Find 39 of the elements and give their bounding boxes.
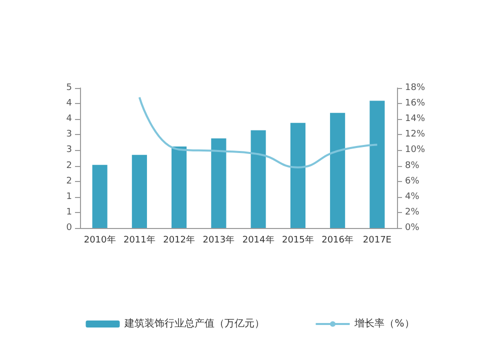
- x-tick-label: 2013年: [202, 234, 235, 246]
- y2-tick-label: 8%: [405, 160, 420, 171]
- x-tick-label: 2015年: [282, 234, 314, 246]
- x-tick-label: 2017E: [362, 236, 392, 246]
- y-tick-label: 2: [66, 160, 72, 171]
- y-tick-label: 3: [66, 145, 72, 156]
- y2-tick-label: 4%: [405, 192, 420, 202]
- y2-tick-label: 10%: [405, 145, 426, 156]
- y-tick-label: 3: [66, 130, 72, 140]
- x-tick-label: 2016年: [322, 234, 354, 246]
- bar: [290, 122, 306, 228]
- y2-tick-label: 0%: [405, 223, 420, 233]
- y-tick-label: 1: [66, 207, 72, 218]
- y2-tick-label: 18%: [405, 83, 426, 93]
- line-series: [138, 96, 378, 168]
- y2-tick-label: 12%: [405, 130, 426, 140]
- bar: [172, 146, 187, 228]
- y-tick-label: 5: [66, 83, 72, 93]
- y2-tick-label: 14%: [405, 114, 426, 124]
- y2-tick-label: 16%: [405, 98, 426, 109]
- bar: [211, 138, 226, 228]
- bar: [250, 130, 266, 228]
- bar: [370, 100, 385, 228]
- bar: [132, 154, 147, 228]
- x-tick-label: 2014年: [242, 234, 274, 246]
- bar: [92, 164, 108, 228]
- y2-tick-label: 6%: [405, 176, 420, 186]
- y-tick-label: 0: [66, 223, 72, 233]
- x-tick-label: 2010年: [84, 234, 116, 246]
- x-tick-label: 2012年: [163, 234, 196, 246]
- legend-label: 增长率（%）: [354, 318, 414, 330]
- y-tick-label: 2: [66, 176, 72, 186]
- bar: [330, 112, 346, 228]
- x-tick-label: 2011年: [123, 234, 156, 246]
- y2-tick-label: 2%: [405, 207, 420, 218]
- legend-label: 建筑装饰行业总产值（万亿元）: [124, 318, 265, 330]
- y-tick-label: 4: [66, 98, 72, 109]
- y-tick-label: 1: [66, 192, 72, 202]
- y-tick-label: 4: [66, 114, 72, 124]
